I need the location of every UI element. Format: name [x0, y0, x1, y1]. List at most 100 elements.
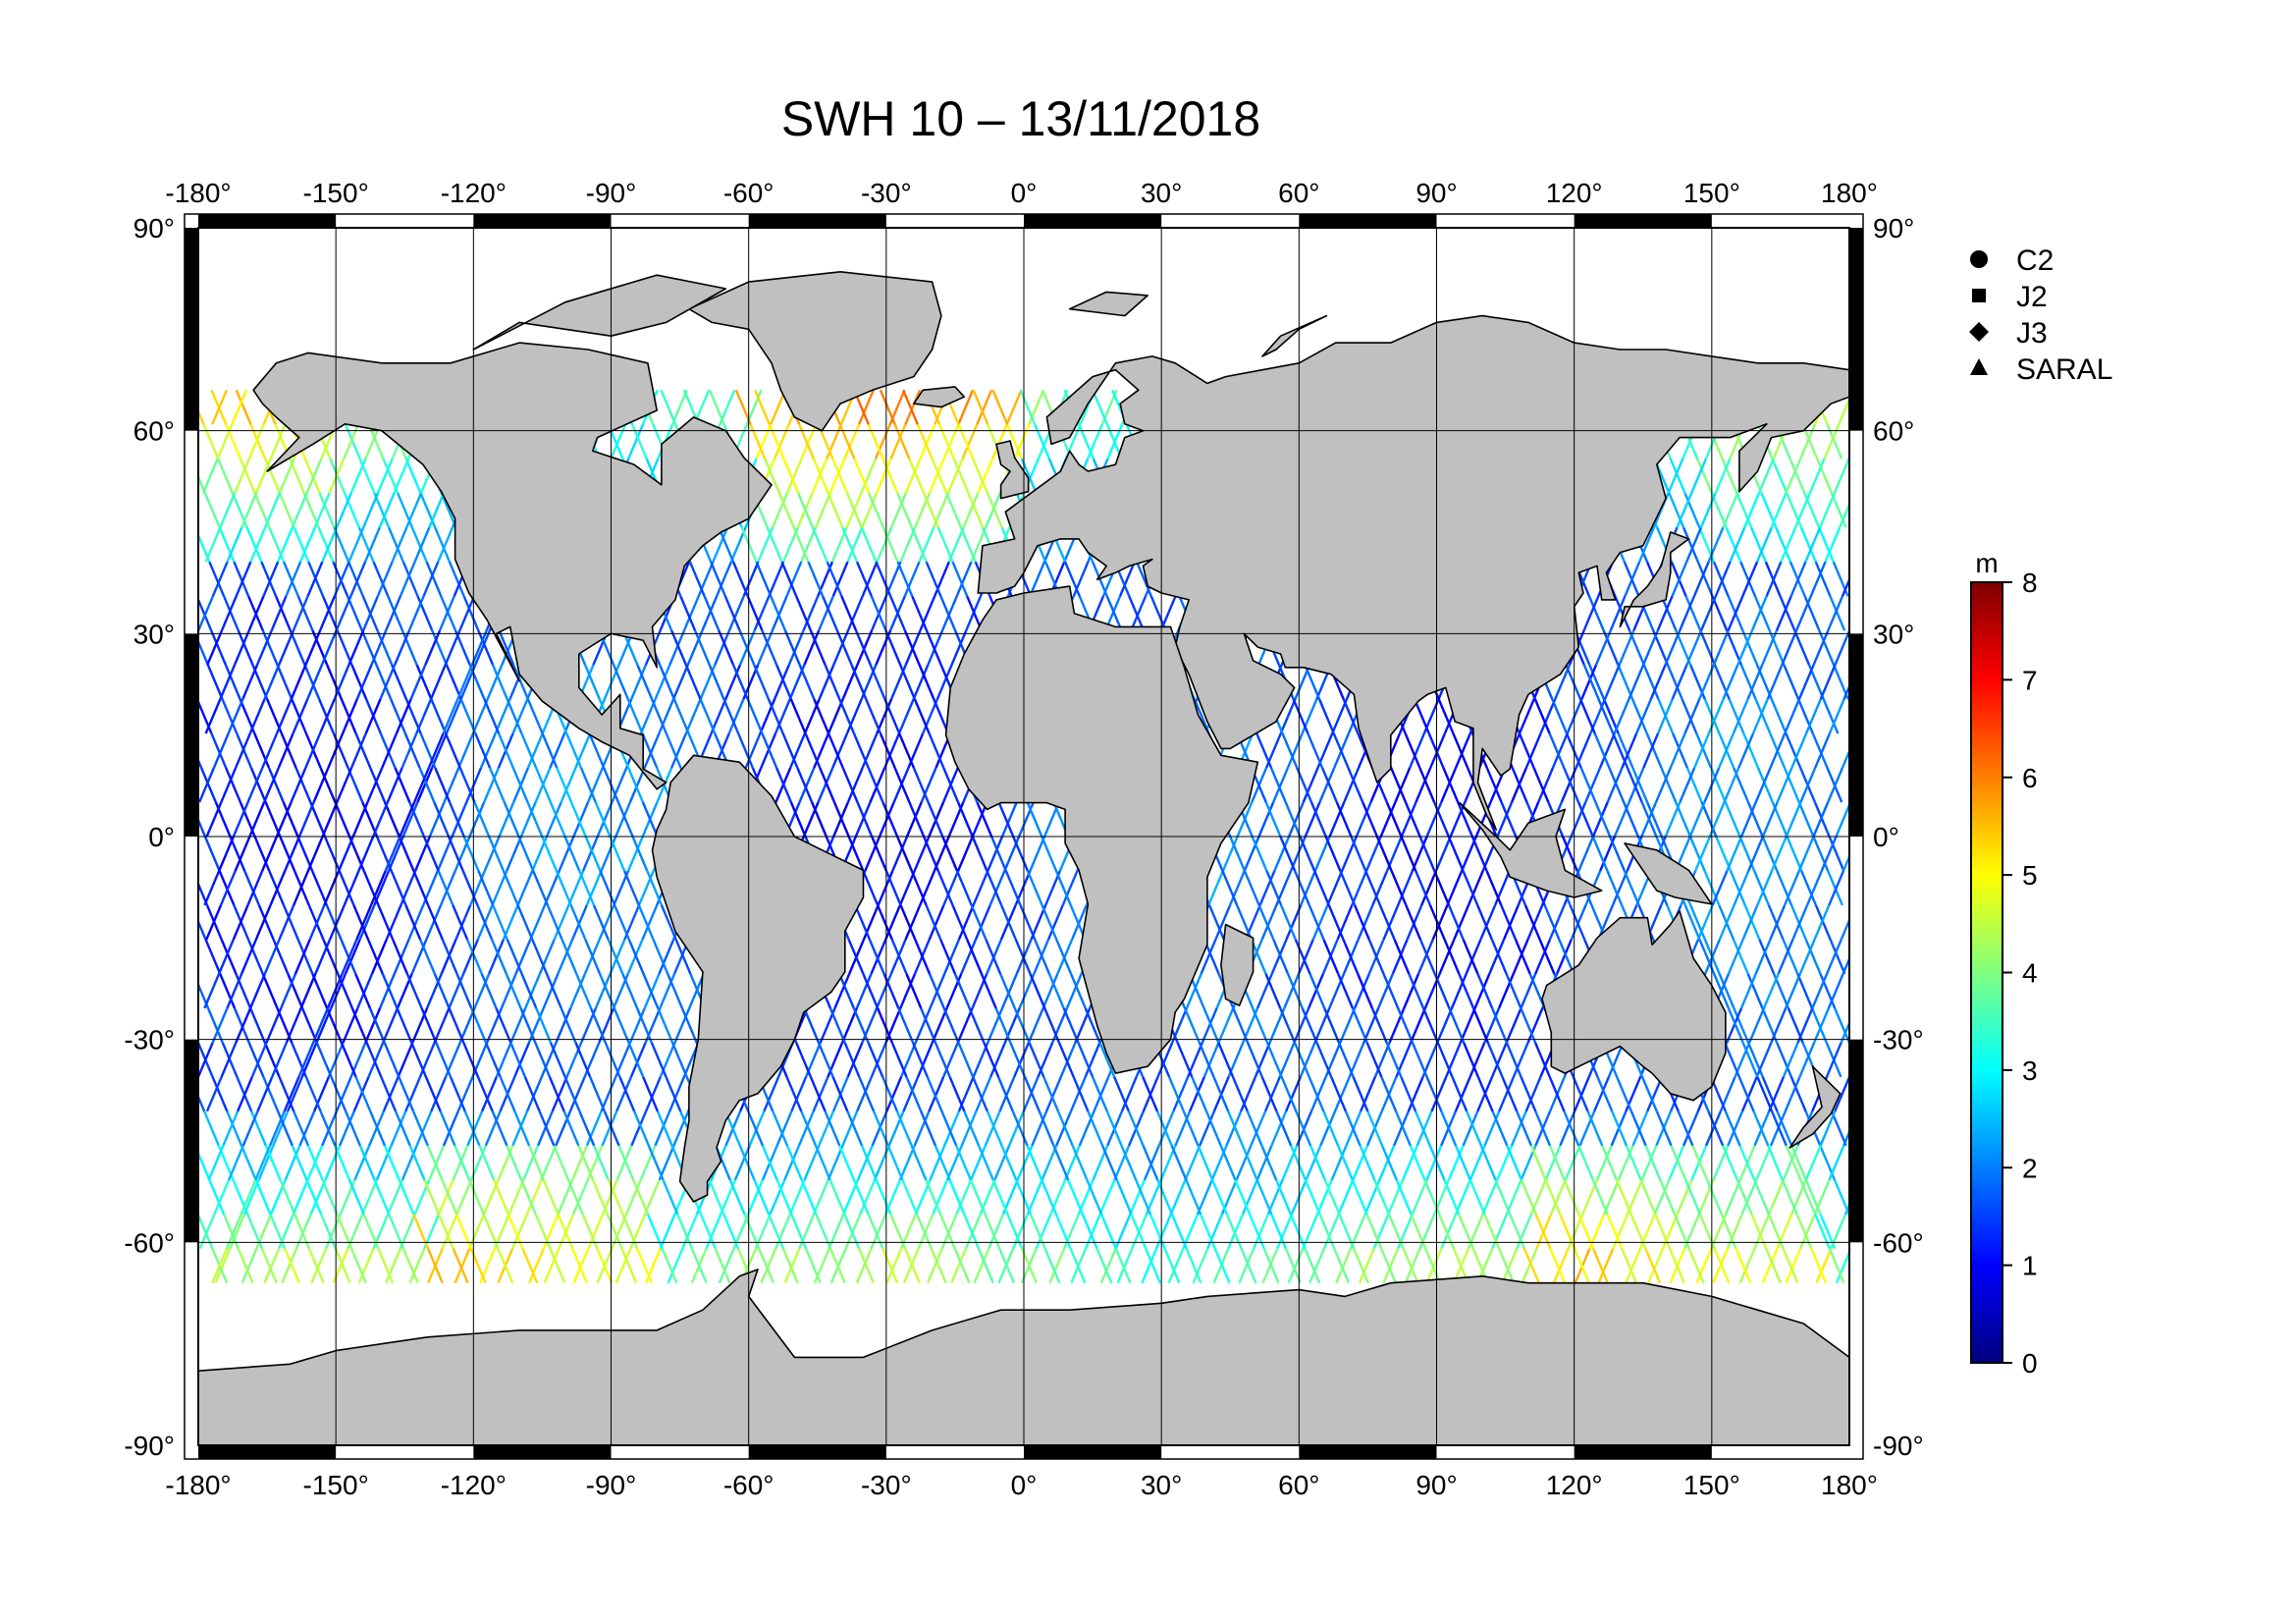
track-segment	[531, 939, 549, 975]
track-segment	[895, 1110, 913, 1147]
track-segment	[275, 801, 293, 838]
track-segment	[1353, 1248, 1370, 1284]
track-segment	[594, 801, 612, 838]
track-segment	[1114, 1248, 1132, 1284]
track-segment	[1425, 1145, 1443, 1181]
track-segment	[879, 732, 896, 769]
track-segment	[881, 1076, 899, 1112]
track-segment	[219, 664, 237, 700]
track-segment	[671, 664, 689, 700]
track-segment	[1776, 1042, 1792, 1078]
track-segment	[290, 767, 307, 803]
track-segment	[918, 664, 935, 700]
track-segment	[1029, 561, 1046, 597]
track-segment	[1682, 1110, 1699, 1147]
track-segment	[609, 836, 626, 872]
track-segment	[877, 870, 894, 906]
track-segment	[542, 973, 560, 1009]
track-segment	[1425, 1076, 1443, 1112]
track-segment	[818, 595, 834, 631]
track-segment	[919, 423, 936, 460]
track-segment	[1105, 595, 1123, 631]
track-segment	[936, 870, 954, 906]
track-segment	[768, 423, 785, 460]
track-segment	[609, 939, 626, 975]
track-segment	[415, 1110, 433, 1147]
track-segment	[1640, 801, 1658, 838]
track-segment	[437, 526, 454, 563]
lon-tick-label-top: -180°	[165, 178, 231, 208]
track-segment	[991, 389, 1009, 425]
track-segment	[852, 732, 870, 769]
track-segment	[1649, 664, 1667, 700]
track-segment	[789, 732, 806, 769]
track-segment	[1685, 767, 1703, 803]
track-segment	[362, 492, 380, 528]
lat-tick-label-left: 0°	[148, 822, 175, 852]
track-segment	[990, 836, 1007, 872]
track-segment	[1617, 1145, 1634, 1181]
track-segment	[338, 870, 355, 906]
track-segment	[584, 939, 602, 975]
track-segment	[1820, 836, 1838, 872]
track-segment	[336, 1214, 353, 1250]
track-segment	[1193, 698, 1210, 734]
track-segment	[261, 732, 279, 769]
track-segment	[430, 1076, 448, 1112]
track-segment	[1688, 801, 1706, 838]
track-segment	[437, 1179, 454, 1216]
track-segment	[1421, 1007, 1439, 1044]
track-segment	[434, 526, 452, 563]
track-segment	[462, 1042, 480, 1078]
track-segment	[1682, 526, 1699, 563]
track-segment	[1260, 1076, 1278, 1112]
track-segment	[502, 870, 519, 906]
lon-tick-label-top: 60°	[1278, 178, 1319, 208]
track-segment	[1780, 526, 1797, 563]
track-segment	[1738, 1248, 1756, 1284]
track-segment	[1380, 1076, 1398, 1112]
track-segment	[396, 1007, 413, 1044]
track-segment	[398, 1179, 415, 1216]
track-segment	[299, 526, 316, 563]
track-segment	[1613, 698, 1630, 734]
track-segment	[1826, 423, 1843, 460]
track-segment	[795, 1042, 812, 1078]
track-segment	[1516, 1110, 1533, 1147]
track-segment	[1198, 1042, 1215, 1078]
track-segment	[783, 1145, 801, 1181]
track-segment	[1602, 629, 1620, 666]
track-segment	[1279, 698, 1297, 734]
track-segment	[326, 1007, 343, 1044]
track-segment	[646, 1214, 664, 1250]
track-segment	[408, 1145, 426, 1181]
track-segment	[566, 1179, 584, 1216]
track-segment	[294, 767, 312, 803]
track-segment	[1285, 904, 1303, 941]
track-segment	[1373, 1179, 1391, 1216]
track-segment	[1839, 501, 1849, 528]
track-segment	[211, 1076, 229, 1112]
track-segment	[755, 423, 773, 460]
track-segment	[1588, 664, 1606, 700]
track-segment	[400, 1145, 418, 1181]
track-segment	[599, 870, 616, 906]
track-segment	[1718, 904, 1735, 941]
track-segment	[293, 1110, 310, 1147]
track-segment	[977, 1145, 994, 1181]
square-marker-icon	[1972, 289, 1986, 302]
track-segment	[369, 767, 387, 803]
track-segment	[646, 870, 664, 906]
track-segment	[205, 801, 223, 838]
track-segment	[198, 817, 207, 838]
track-segment	[315, 1042, 333, 1078]
track-segment	[1059, 1042, 1077, 1078]
track-segment	[1091, 1076, 1108, 1112]
track-segment	[1440, 1214, 1458, 1250]
track-segment	[1823, 423, 1841, 460]
track-segment	[650, 1042, 667, 1078]
track-segment	[899, 526, 917, 563]
track-segment	[384, 836, 401, 872]
track-segment	[278, 458, 295, 494]
land-svalbard	[1068, 291, 1148, 317]
